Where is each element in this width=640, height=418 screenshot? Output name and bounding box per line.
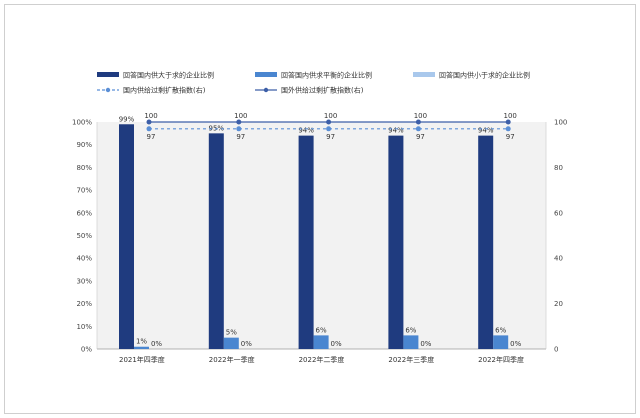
left-tick-label: 90% xyxy=(76,141,92,149)
legend-label: 回答国内供大于求的企业比例 xyxy=(123,71,214,80)
category-label: 2022年四季度 xyxy=(478,355,524,364)
chart-svg: 0% 10% 20% 30% 40% 50% 60% 70% 80% 90% 100% 0 20 40 60… xyxy=(72,71,567,365)
left-tick-label: 70% xyxy=(76,187,92,195)
right-tick-label: 100 xyxy=(554,119,567,127)
legend-swatch xyxy=(255,72,277,77)
bar-data-label: 94% xyxy=(478,127,494,135)
bar-2 xyxy=(223,337,239,349)
right-tick-label: 40 xyxy=(554,255,563,263)
bar-data-label: 99% xyxy=(119,115,135,123)
bar-1 xyxy=(298,135,314,349)
bar-data-label: 0% xyxy=(510,340,521,348)
bar-data-label: 0% xyxy=(420,340,431,348)
left-tick-label: 10% xyxy=(76,323,92,331)
bar-data-label: 1% xyxy=(136,338,147,346)
line-data-label: 97 xyxy=(326,133,335,141)
category-label: 2021年四季度 xyxy=(119,355,165,364)
right-tick-label: 80 xyxy=(554,164,563,172)
legend-swatch xyxy=(413,72,435,77)
legend-label: 回答国内供求平衡的企业比例 xyxy=(281,71,372,80)
bar-1 xyxy=(388,135,404,349)
right-tick-label: 0 xyxy=(554,346,558,354)
legend-marker xyxy=(105,87,111,93)
line-point xyxy=(236,126,242,132)
left-tick-label: 100% xyxy=(72,119,92,127)
line-data-label: 97 xyxy=(416,133,425,141)
line-data-label: 97 xyxy=(506,133,515,141)
left-tick-label: 80% xyxy=(76,164,92,172)
line-data-label: 100 xyxy=(234,112,247,120)
left-tick-label: 40% xyxy=(76,255,92,263)
category-label: 2022年三季度 xyxy=(388,355,434,364)
plot-area xyxy=(97,122,546,349)
line-data-label: 100 xyxy=(144,112,157,120)
bar-1 xyxy=(208,133,224,349)
line-data-label: 100 xyxy=(414,112,427,120)
left-tick-label: 20% xyxy=(76,300,92,308)
category-label: 2022年二季度 xyxy=(299,355,345,364)
chart-frame: 0% 10% 20% 30% 40% 50% 60% 70% 80% 90% 100% 0 20 40 60… xyxy=(4,4,636,414)
line-point xyxy=(326,119,332,125)
bar-2 xyxy=(134,346,149,349)
bar-data-label: 6% xyxy=(495,326,506,334)
left-tick-label: 50% xyxy=(76,232,92,240)
line-data-label: 100 xyxy=(504,112,517,120)
line-data-label: 97 xyxy=(147,133,156,141)
bar-data-label: 94% xyxy=(298,127,314,135)
category-label: 2022年一季度 xyxy=(209,355,255,364)
left-tick-label: 0% xyxy=(81,346,92,354)
line-point xyxy=(236,119,242,125)
right-tick-label: 20 xyxy=(554,300,563,308)
bar-data-label: 6% xyxy=(405,326,416,334)
line-point xyxy=(505,126,511,132)
bar-data-label: 0% xyxy=(331,340,342,348)
legend-label: 国内供给过剩扩散指数(右) xyxy=(123,86,206,95)
line-data-label: 100 xyxy=(324,112,337,120)
bar-data-label: 0% xyxy=(241,340,252,348)
line-data-label: 97 xyxy=(236,133,245,141)
bar-data-label: 6% xyxy=(316,326,327,334)
line-point xyxy=(146,126,152,132)
line-point xyxy=(146,119,152,125)
line-point xyxy=(505,119,511,125)
line-point xyxy=(415,119,421,125)
legend-marker xyxy=(263,87,269,93)
bar-data-label: 0% xyxy=(151,340,162,348)
right-tick-label: 60 xyxy=(554,209,563,217)
bar-data-label: 94% xyxy=(388,127,404,135)
legend-label: 国外供给过剩扩散指数(右) xyxy=(281,86,364,95)
bar-1 xyxy=(478,135,494,349)
left-tick-label: 60% xyxy=(76,209,92,217)
bar-2 xyxy=(313,335,329,349)
left-tick-label: 30% xyxy=(76,277,92,285)
bar-2 xyxy=(493,335,509,349)
bar-2 xyxy=(403,335,419,349)
bar-1 xyxy=(119,124,134,350)
line-point xyxy=(415,126,421,132)
legend-label: 回答国内供小于求的企业比例 xyxy=(439,71,530,80)
bar-data-label: 5% xyxy=(226,329,237,337)
legend-swatch xyxy=(97,72,119,77)
line-point xyxy=(326,126,332,132)
